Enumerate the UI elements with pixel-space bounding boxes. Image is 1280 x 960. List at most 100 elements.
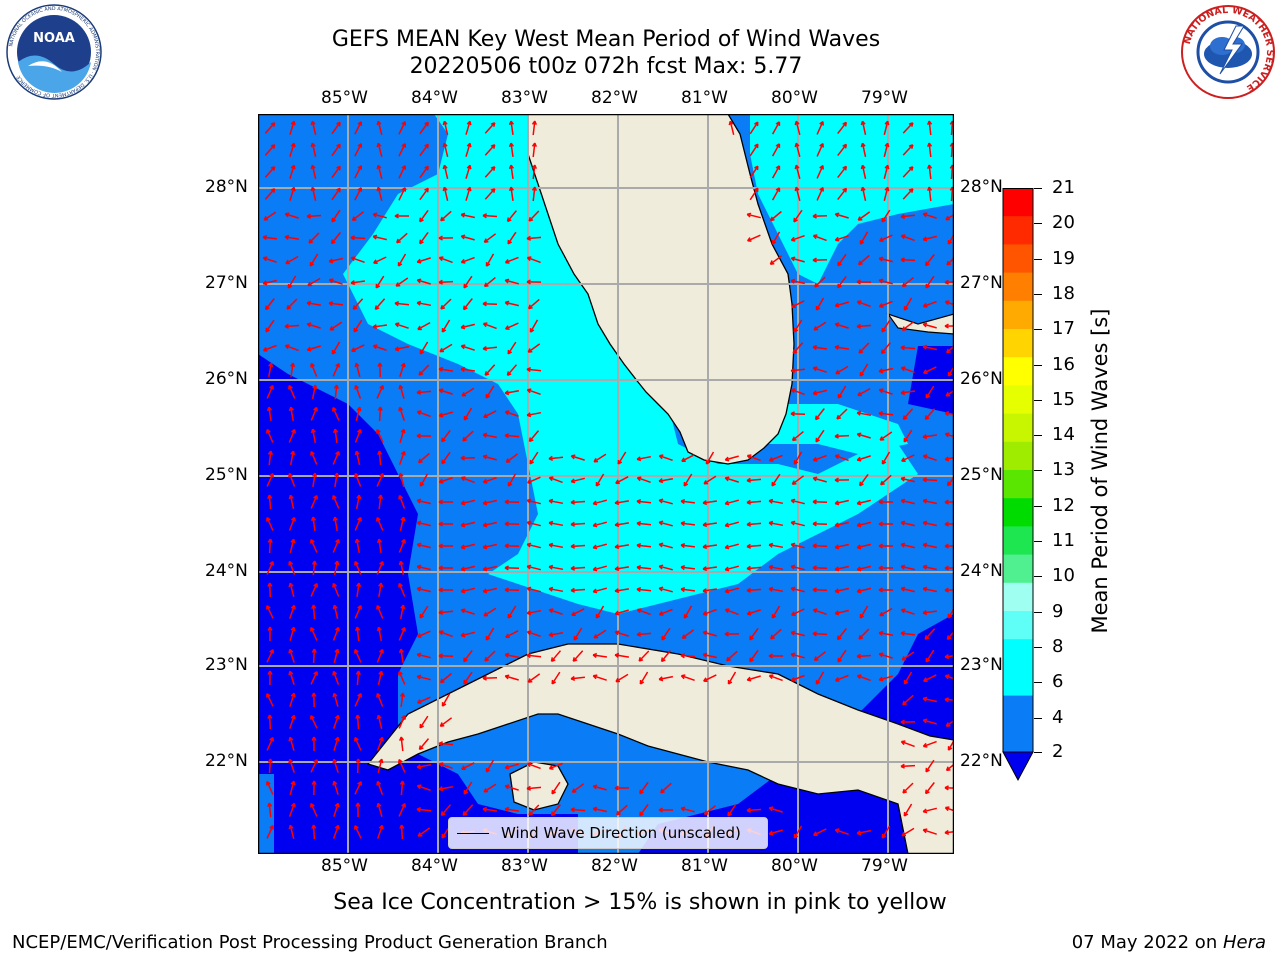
colorbar-tick-label: 12 [1052, 494, 1075, 516]
arrow-head [293, 517, 296, 522]
wave-direction-arrow [399, 604, 405, 620]
arrow-head [354, 736, 359, 741]
wave-direction-arrow [440, 210, 452, 222]
wave-direction-arrow [510, 142, 514, 158]
wave-direction-arrow [268, 538, 272, 554]
wave-direction-arrow [703, 608, 717, 616]
wave-direction-arrow [791, 499, 805, 505]
colorbar-tick [1034, 188, 1042, 189]
wave-direction-arrow [593, 807, 607, 813]
arrow-head [504, 652, 510, 656]
arrow-head [791, 652, 796, 655]
arrow-head [837, 283, 840, 288]
wave-direction-arrow [440, 672, 452, 684]
arrow-head [416, 258, 421, 263]
arrow-head [900, 586, 906, 590]
colorbar-segment [1003, 329, 1033, 358]
wave-direction-arrow [835, 499, 849, 505]
wave-direction-arrow [356, 670, 360, 686]
arrow-head [922, 808, 927, 813]
wave-period-map [258, 114, 954, 854]
wave-direction-arrow [504, 390, 520, 394]
wave-direction-arrow [725, 587, 739, 593]
arrow-head [484, 371, 487, 376]
wave-direction-arrow [463, 407, 473, 421]
arrow-head [376, 692, 381, 697]
arrow-head [534, 164, 537, 169]
wave-direction-arrow [311, 384, 317, 400]
wave-direction-arrow [484, 364, 496, 376]
wave-direction-arrow [901, 521, 915, 527]
lon-label-bottom: 82°W [591, 856, 638, 876]
arrow-head [380, 494, 383, 499]
wave-direction-arrow [526, 609, 542, 615]
arrow-head [377, 186, 382, 191]
lon-label-top: 84°W [411, 88, 458, 108]
wave-direction-arrow [532, 120, 536, 136]
wave-direction-arrow [483, 521, 497, 527]
arrow-head [266, 605, 271, 609]
wave-direction-arrow [419, 341, 429, 355]
wave-direction-arrow [946, 345, 954, 354]
wave-direction-arrow [771, 121, 781, 135]
arrow-head [395, 322, 400, 325]
arrow-head [900, 390, 905, 394]
arrow-head [482, 566, 487, 571]
arrow-head [284, 234, 290, 238]
wave-direction-arrow [485, 385, 495, 399]
wave-direction-arrow [465, 143, 471, 157]
arrow-head [638, 657, 641, 662]
wave-direction-arrow [266, 781, 274, 795]
wave-direction-arrow [857, 543, 871, 549]
arrow-head [834, 610, 839, 615]
arrow-head [526, 235, 531, 240]
arrow-head [358, 407, 362, 412]
wave-direction-arrow [355, 407, 361, 421]
lat-label-left: 28°N [205, 177, 248, 197]
wave-direction-arrow [529, 319, 539, 333]
arrow-head [337, 627, 340, 632]
wave-direction-arrow [483, 587, 497, 593]
arrow-head [901, 282, 905, 287]
wave-direction-arrow [438, 610, 454, 614]
wave-direction-arrow [923, 345, 937, 351]
arrow-head [505, 325, 509, 330]
wave-direction-arrow [311, 165, 317, 179]
arrow-head [570, 675, 575, 680]
arrow-head [746, 610, 751, 615]
wave-direction-arrow [749, 627, 759, 641]
arrow-head [439, 388, 444, 391]
arrow-head [791, 542, 796, 546]
wave-direction-arrow [439, 389, 453, 395]
wave-direction-arrow [790, 412, 806, 416]
arrow-head [861, 164, 866, 169]
wave-direction-arrow [417, 521, 431, 527]
wave-direction-arrow [505, 322, 519, 330]
colorbar-tick [1034, 258, 1042, 260]
arrow-head [354, 472, 359, 477]
arrow-head [834, 302, 839, 307]
arrow-head [924, 789, 928, 794]
wave-direction-arrow [510, 164, 514, 180]
wave-direction-arrow [311, 428, 317, 444]
arrow-head [592, 806, 598, 810]
wave-direction-arrow [527, 256, 541, 264]
wave-direction-arrow [702, 522, 718, 526]
wave-direction-arrow [548, 587, 564, 593]
wave-direction-arrow [526, 786, 542, 790]
arrow-head [944, 587, 949, 591]
arrow-head [878, 676, 883, 681]
lat-label-left: 23°N [205, 655, 248, 675]
wave-direction-arrow [636, 544, 652, 548]
wave-direction-arrow [378, 406, 382, 422]
wave-direction-arrow [332, 583, 340, 597]
arrow-head [746, 499, 751, 504]
wave-direction-arrow [614, 500, 630, 504]
wave-direction-arrow [570, 808, 586, 812]
arrow-head [615, 630, 620, 633]
arrow-head [272, 144, 276, 149]
arrow-head [835, 454, 840, 457]
lat-label-right: 26°N [960, 369, 1003, 389]
wave-direction-arrow [289, 539, 295, 553]
arrow-head [376, 517, 381, 521]
